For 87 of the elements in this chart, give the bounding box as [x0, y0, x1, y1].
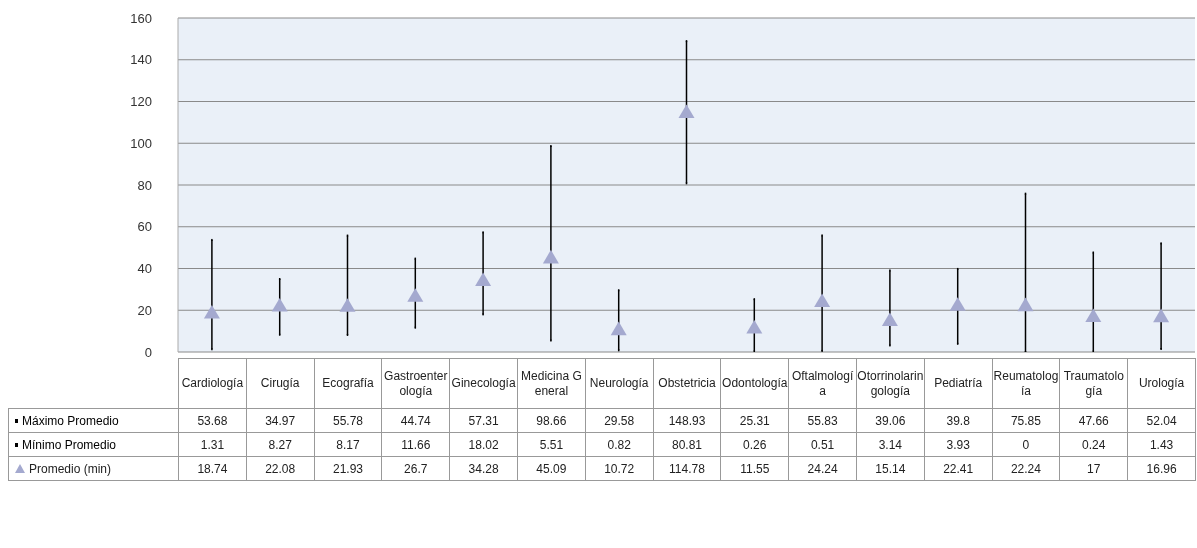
data-label: 39.8 — [924, 408, 993, 433]
y-tick-label: 80 — [137, 177, 152, 193]
legend-label: Máximo Promedio — [8, 408, 179, 433]
data-label: 98.66 — [517, 408, 586, 433]
y-tick-label: 20 — [137, 302, 152, 318]
legend-label: Mínimo Promedio — [8, 432, 179, 457]
y-tick-label: 100 — [130, 135, 152, 151]
x-tick-label: Cirugía — [246, 358, 315, 409]
data-label: 45.09 — [517, 456, 586, 481]
x-tick-label: Oftalmología — [788, 358, 857, 409]
data-label: 34.28 — [449, 456, 518, 481]
point — [1017, 297, 1034, 312]
data-label: 29.58 — [585, 408, 654, 433]
point — [542, 249, 559, 264]
point — [203, 304, 220, 319]
x-tick-label: Pediatría — [924, 358, 993, 409]
data-label: 1.43 — [1127, 432, 1196, 457]
data-label: 53.68 — [178, 408, 247, 433]
data-label: 57.31 — [449, 408, 518, 433]
x-tick-label: Otorrinolaringología — [856, 358, 925, 409]
data-label: 18.02 — [449, 432, 518, 457]
data-label: 22.24 — [992, 456, 1060, 481]
data-label: 21.93 — [314, 456, 382, 481]
point — [746, 319, 763, 334]
x-tick-label: Traumatología — [1059, 358, 1128, 409]
y-tick-label: 0 — [144, 344, 152, 360]
data-label: 25.31 — [720, 408, 789, 433]
point — [881, 312, 898, 326]
point — [339, 298, 356, 312]
point — [814, 293, 831, 307]
x-tick-label: Gastroenterología — [381, 358, 450, 409]
data-label: 1.31 — [178, 432, 247, 457]
x-tick-label: Reumatología — [992, 358, 1060, 409]
x-tick-label: Urología — [1127, 358, 1196, 409]
data-label: 11.55 — [720, 456, 789, 481]
x-tick-label: Ecografía — [314, 358, 382, 409]
data-label: 24.24 — [788, 456, 857, 481]
data-label: 0.82 — [585, 432, 654, 457]
data-label: 34.97 — [246, 408, 315, 433]
point — [1085, 308, 1102, 323]
data-label: 17 — [1059, 456, 1128, 481]
y-tick-label: 60 — [137, 219, 152, 235]
point — [949, 297, 966, 311]
y-tick-label: 120 — [130, 94, 152, 110]
data-label: 22.41 — [924, 456, 993, 481]
point — [271, 297, 288, 312]
data-label: 8.17 — [314, 432, 382, 457]
data-label: 55.83 — [788, 408, 857, 433]
data-label: 52.04 — [1127, 408, 1196, 433]
data-label: 11.66 — [381, 432, 450, 457]
data-label: 47.66 — [1059, 408, 1128, 433]
data-label: 22.08 — [246, 456, 315, 481]
data-label: 15.14 — [856, 456, 925, 481]
data-label: 3.93 — [924, 432, 993, 457]
data-label: 0.26 — [720, 432, 789, 457]
x-tick-label: Neurología — [585, 358, 654, 409]
data-label: 148.93 — [653, 408, 721, 433]
y-tick-label: 40 — [137, 261, 152, 277]
point — [1153, 308, 1170, 323]
data-label: 26.7 — [381, 456, 450, 481]
x-tick-label: Obstetricia — [653, 358, 721, 409]
point — [475, 272, 492, 287]
x-tick-label: Cardiología — [178, 358, 247, 409]
data-label: 8.27 — [246, 432, 315, 457]
point — [610, 321, 627, 336]
data-label: 5.51 — [517, 432, 586, 457]
data-label: 3.14 — [856, 432, 925, 457]
data-label: 16.96 — [1127, 456, 1196, 481]
x-tick-label: Ginecología — [449, 358, 518, 409]
y-tick-label: 140 — [130, 52, 152, 68]
point — [678, 104, 695, 118]
data-label: 114.78 — [653, 456, 721, 481]
data-label: 18.74 — [178, 456, 247, 481]
data-label: 10.72 — [585, 456, 654, 481]
data-label: 44.74 — [381, 408, 450, 433]
data-label: 0.24 — [1059, 432, 1128, 457]
data-label: 0 — [992, 432, 1060, 457]
data-label: 75.85 — [992, 408, 1060, 433]
x-tick-label: Medicina General — [517, 358, 586, 409]
legend-label: Promedio (min) — [8, 456, 179, 481]
data-label: 0.51 — [788, 432, 857, 457]
data-label: 39.06 — [856, 408, 925, 433]
data-label: 80.81 — [653, 432, 721, 457]
data-label: 55.78 — [314, 408, 382, 433]
x-tick-label: Odontología — [720, 358, 789, 409]
point — [407, 288, 424, 302]
y-tick-label: 160 — [130, 10, 152, 26]
